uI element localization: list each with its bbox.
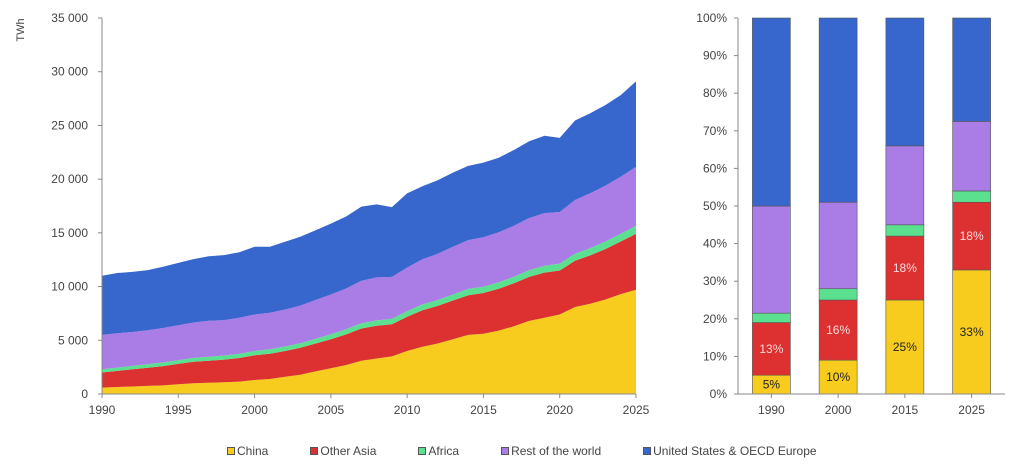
bar-segment-rest-of-the-world-2000 xyxy=(818,201,858,290)
bar-x-tick-label: 1990 xyxy=(758,403,785,417)
bar-y-tick-label: 40% xyxy=(703,237,727,251)
area-x-tick-label: 2020 xyxy=(546,403,573,417)
bar-y-tick-label: 60% xyxy=(703,161,727,175)
legend-swatch-china xyxy=(227,447,235,455)
bar-segment-united-states-and-oecd-europe-1990 xyxy=(752,17,791,207)
area-series-other-asia xyxy=(102,233,636,388)
bar-segment-united-states-and-oecd-europe-2025 xyxy=(952,17,991,122)
area-y-tick-label: 0 xyxy=(81,387,88,401)
legend-item-us-oecd-europe: United States & OECD Europe xyxy=(643,444,817,458)
legend-item-africa: Africa xyxy=(418,444,459,458)
area-y-tick-label: 25 000 xyxy=(51,118,88,132)
bar-y-tick-label: 30% xyxy=(703,274,727,288)
area-y-tick-label: 15 000 xyxy=(51,226,88,240)
legend-label-other-asia: Other Asia xyxy=(320,444,377,458)
bar-y-tick-label: 100% xyxy=(696,11,727,25)
legend-label-africa: Africa xyxy=(428,444,460,458)
area-y-tick-label: 30 000 xyxy=(51,65,88,79)
legend-item-china: China xyxy=(227,444,268,458)
legend-label-rest-of-world: Rest of the world xyxy=(511,444,602,458)
area-y-tick-label: 20 000 xyxy=(51,172,88,186)
area-x-tick-label: 2015 xyxy=(470,403,497,417)
bar-data-label: 5% xyxy=(763,378,781,392)
bar-segment-other-asia-1990 xyxy=(752,322,791,376)
bar-data-label: 33% xyxy=(960,325,984,339)
legend-swatch-africa xyxy=(418,447,427,455)
area-x-tick-label: 2010 xyxy=(394,403,421,417)
legend-item-rest-of-world: Rest of the world xyxy=(501,444,601,458)
legend-swatch-rest-of-world xyxy=(501,447,510,455)
bar-segment-china-2015 xyxy=(885,299,925,395)
area-x-tick-label: 1990 xyxy=(89,403,116,417)
bar-y-tick-label: 90% xyxy=(703,49,727,63)
legend-label-us-oecd-europe: United States & OECD Europe xyxy=(653,444,817,458)
bar-x-tick-label: 2000 xyxy=(825,403,852,417)
area-y-axis-label: TWh xyxy=(15,18,27,41)
area-x-tick-label: 1995 xyxy=(165,403,192,417)
bar-segment-rest-of-the-world-2015 xyxy=(885,145,925,226)
bar-segment-africa-2025 xyxy=(952,190,991,203)
area-x-tick-label: 2005 xyxy=(318,403,345,417)
bar-y-tick-label: 70% xyxy=(703,124,727,138)
bar-segment-other-asia-2000 xyxy=(818,299,858,361)
stacked-area-chart: 0 5 000 10 000 15 000 20 000 25 000 30 000 35 0… xyxy=(15,11,650,417)
area-y-tick-label: 10 000 xyxy=(51,280,88,294)
bar-segment-africa-2000 xyxy=(818,288,858,301)
legend: China Other Asia Africa Rest of the worl… xyxy=(227,444,817,458)
bar-y-tick-label: 20% xyxy=(703,312,727,326)
bar-data-label: 16% xyxy=(826,323,850,337)
legend-swatch-other-asia xyxy=(310,447,319,455)
bar-segment-united-states-and-oecd-europe-2000 xyxy=(818,17,858,203)
bar-y-tick-label: 80% xyxy=(703,86,727,100)
bar-data-label: 18% xyxy=(960,229,984,243)
bar-data-label: 10% xyxy=(826,370,850,384)
area-x-tick-label: 2000 xyxy=(241,403,268,417)
stacked-percent-bar-chart: 5% 13% 1990 10% 16% 2000 25% 18% 2015 33% 18% 2025 0… xyxy=(696,11,1005,417)
bar-segment-africa-2015 xyxy=(885,224,925,237)
bar-segment-china-2000 xyxy=(818,359,858,395)
area-y-tick-label: 5 000 xyxy=(58,333,88,347)
bar-segment-china-2025 xyxy=(952,269,991,395)
area-y-tick-label: 35 000 xyxy=(51,11,88,25)
area-series-rest-of-the-world xyxy=(102,166,636,370)
bar-segment-rest-of-the-world-2025 xyxy=(952,121,991,192)
bar-segment-rest-of-the-world-1990 xyxy=(752,205,791,314)
bar-data-label: 25% xyxy=(893,340,917,354)
area-x-tick-label: 2025 xyxy=(623,403,650,417)
bar-segment-other-asia-2015 xyxy=(885,235,925,301)
bar-y-tick-label: 50% xyxy=(703,199,727,213)
bar-data-label: 18% xyxy=(893,261,917,275)
legend-label-china: China xyxy=(237,444,269,458)
bar-x-tick-label: 2025 xyxy=(958,403,985,417)
bar-y-tick-label: 10% xyxy=(703,349,727,363)
bar-y-tick-label: 0% xyxy=(710,387,728,401)
bar-segment-africa-1990 xyxy=(752,312,791,323)
area-series-united-states-and-oecd-europe xyxy=(102,81,636,335)
legend-swatch-us-oecd-europe xyxy=(643,447,652,455)
bar-data-label: 13% xyxy=(759,342,783,356)
bar-x-tick-label: 2015 xyxy=(892,403,919,417)
area-series-china xyxy=(102,289,636,394)
bar-segment-united-states-and-oecd-europe-2015 xyxy=(885,17,925,147)
legend-item-other-asia: Other Asia xyxy=(310,444,376,458)
